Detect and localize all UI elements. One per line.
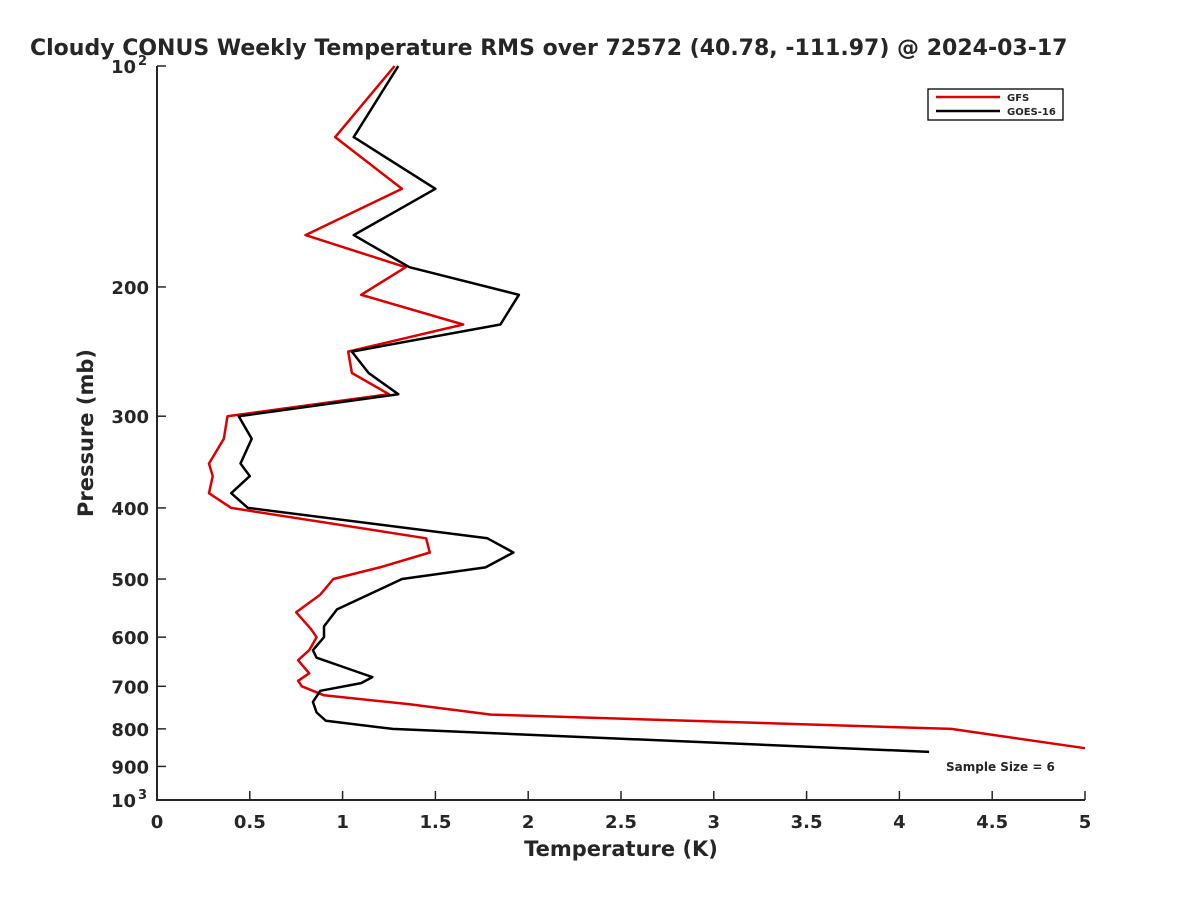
series-line-goes16 — [229, 65, 930, 754]
legend-box — [927, 88, 1064, 121]
y-tick-label-base: 10 — [111, 791, 136, 812]
y-tick-label-power: 10 3 — [111, 788, 147, 812]
tick-labels: 0 0.5 1 1.5 2 2.5 3 3.5 4 4.5 510 22003004005006007… — [111, 54, 1091, 833]
y-axis-label: Pressure (mb) — [74, 349, 98, 517]
sample-size-annotation: Sample Size = 6 — [946, 760, 1055, 774]
y-tick-label: 500 — [111, 570, 149, 591]
x-tick-label: 2.5 — [605, 812, 637, 833]
x-tick-label: 3.5 — [791, 812, 823, 833]
x-tick-label: 1 — [336, 812, 349, 833]
series-line-gfs — [207, 65, 1086, 750]
legend: GFS GOES-16 — [927, 88, 1064, 121]
x-tick-label: 2 — [522, 812, 535, 833]
x-tick-label: 3 — [708, 812, 721, 833]
y-tick-label: 900 — [111, 757, 149, 778]
y-tick-label: 700 — [111, 677, 149, 698]
y-tick-label: 800 — [111, 720, 149, 741]
legend-goes16-label: GOES-16 — [1007, 107, 1056, 118]
y-tick-label-base: 10 — [111, 57, 136, 78]
x-axis-label: Temperature (K) — [524, 837, 718, 861]
x-tick-label: 0.5 — [234, 812, 266, 833]
series-lines — [207, 65, 1086, 754]
y-tick-label-power: 10 2 — [111, 54, 147, 78]
legend-gfs-label: GFS — [1007, 93, 1029, 104]
plot-area — [157, 66, 1085, 800]
y-tick-label: 200 — [111, 278, 149, 299]
x-tick-label: 5 — [1079, 812, 1092, 833]
x-tick-label: 0 — [151, 812, 164, 833]
y-tick-label: 600 — [111, 628, 149, 649]
x-tick-label: 4 — [893, 812, 906, 833]
y-tick-label-exponent: 2 — [138, 54, 147, 69]
chart-title: Cloudy CONUS Weekly Temperature RMS over… — [30, 36, 1067, 61]
y-tick-label-exponent: 3 — [138, 788, 147, 803]
y-tick-label: 300 — [111, 407, 149, 428]
x-tick-label: 1.5 — [419, 812, 451, 833]
y-tick-label: 400 — [111, 499, 149, 520]
x-tick-label: 4.5 — [976, 812, 1008, 833]
axes — [156, 65, 1086, 801]
